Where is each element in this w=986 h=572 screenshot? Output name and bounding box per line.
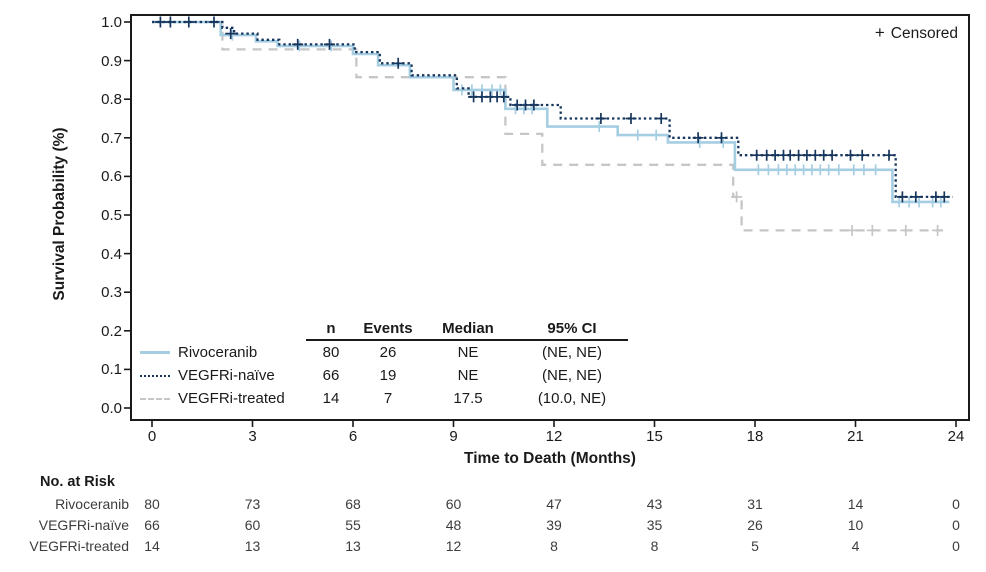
plot-border [130, 14, 970, 421]
x-tick-label: 21 [847, 428, 864, 445]
censor-marks-vegfri-na-ve [154, 16, 950, 203]
y-tick-label: 0.4 [101, 245, 122, 263]
legend-line-sample-cell [138, 397, 172, 400]
legend-median-value: 17.5 [453, 390, 483, 407]
risk-row-label: Rivoceranib [55, 496, 129, 512]
solid-line-sample [140, 351, 170, 354]
y-tick-label: 0.1 [101, 361, 122, 379]
legend-series-name: VEGFRi-naïve [178, 367, 275, 384]
x-tick-label: 0 [147, 428, 157, 445]
x-tick-label: 9 [449, 428, 458, 445]
risk-value: 80 [144, 496, 160, 512]
risk-value: 55 [345, 517, 361, 533]
legend-n-value: 66 [322, 367, 340, 384]
risk-value: 73 [244, 496, 261, 512]
x-tick-label: 12 [545, 428, 563, 445]
legend-header-events: Events [356, 318, 420, 341]
censored-legend: + Censored [875, 23, 958, 43]
plus-censor-icon: + [874, 23, 885, 42]
y-tick-label: 0.9 [101, 52, 122, 70]
y-tick-label: 0.0 [101, 400, 122, 417]
legend-stats-table: n Events Median 95% CI Rivoceranib 80 26 NE… [138, 318, 628, 410]
risk-value: 8 [550, 538, 558, 554]
x-tick-label: 24 [947, 428, 965, 445]
risk-value: 68 [345, 496, 361, 512]
risk-value: 60 [445, 496, 462, 512]
legend-n-value: 14 [322, 390, 340, 407]
risk-value: 4 [851, 538, 860, 554]
risk-value: 14 [847, 496, 864, 512]
legend-median-value: NE [457, 344, 479, 361]
legend-series-name: Rivoceranib [178, 344, 258, 361]
x-axis-title: Time to Death (Months) [464, 450, 636, 467]
legend-events-value: 19 [379, 367, 397, 384]
x-tick-label: 6 [348, 428, 358, 445]
y-tick-label: 0.8 [101, 91, 122, 109]
risk-value: 35 [646, 517, 663, 533]
legend-n-value: 80 [322, 344, 340, 361]
risk-value: 0 [952, 517, 960, 533]
risk-row-label: VEGFRi-naïve [38, 517, 129, 533]
legend-line-sample-cell [138, 374, 172, 377]
risk-value: 0 [952, 538, 960, 554]
y-tick-label: 0.6 [101, 168, 122, 186]
y-axis-title: Survival Probability (%) [51, 127, 68, 301]
x-tick-label: 15 [646, 428, 663, 445]
legend-ci-value: (NE, NE) [542, 367, 602, 384]
y-tick-label: 1.0 [101, 14, 122, 31]
risk-value: 43 [646, 496, 663, 512]
risk-value: 26 [747, 517, 763, 533]
censor-marks-vegfri-treated [731, 191, 944, 236]
legend-events-value: 26 [379, 344, 397, 361]
legend-ci-value: (10.0, NE) [537, 390, 607, 407]
risk-value: 39 [546, 517, 562, 533]
legend-header-median: Median [420, 318, 516, 341]
dashed-line-sample [140, 397, 170, 400]
risk-value: 66 [144, 517, 160, 533]
risk-value: 47 [546, 496, 562, 512]
y-tick-label: 0.5 [101, 207, 122, 224]
risk-value: 31 [747, 496, 763, 512]
risk-value: 48 [445, 517, 462, 533]
risk-value: 60 [244, 517, 261, 533]
risk-value: 0 [952, 496, 960, 512]
legend-events-value: 7 [383, 390, 393, 407]
risk-value: 14 [144, 538, 160, 554]
y-tick-label: 0.3 [101, 284, 122, 302]
legend-series-name: VEGFRi-treated [178, 390, 285, 407]
risk-value: 8 [650, 538, 659, 554]
risk-value: 5 [751, 538, 759, 554]
y-tick-label: 0.7 [101, 129, 122, 147]
legend-header-ci: 95% CI [516, 318, 628, 341]
risk-row-label: VEGFRi-treated [29, 538, 129, 554]
risk-value: 12 [445, 538, 462, 554]
x-tick-label: 18 [746, 428, 764, 445]
curve-vegfri-na-ve [152, 20, 953, 199]
legend-header-n: n [306, 318, 356, 341]
legend-line-sample-cell [138, 351, 172, 354]
risk-table-title: No. at Risk [40, 474, 115, 490]
risk-value: 13 [345, 538, 361, 554]
risk-value: 10 [847, 517, 864, 533]
risk-value: 13 [244, 538, 261, 554]
censored-label: Censored [890, 25, 958, 42]
legend-ci-value: (NE, NE) [542, 344, 602, 361]
y-tick-label: 0.2 [101, 322, 122, 340]
legend-median-value: NE [457, 367, 479, 384]
dotted-line-sample [140, 374, 170, 377]
censor-marks-rivoceranib [226, 29, 947, 208]
x-tick-label: 3 [248, 428, 257, 445]
curve-vegfri-treated [152, 20, 943, 232]
